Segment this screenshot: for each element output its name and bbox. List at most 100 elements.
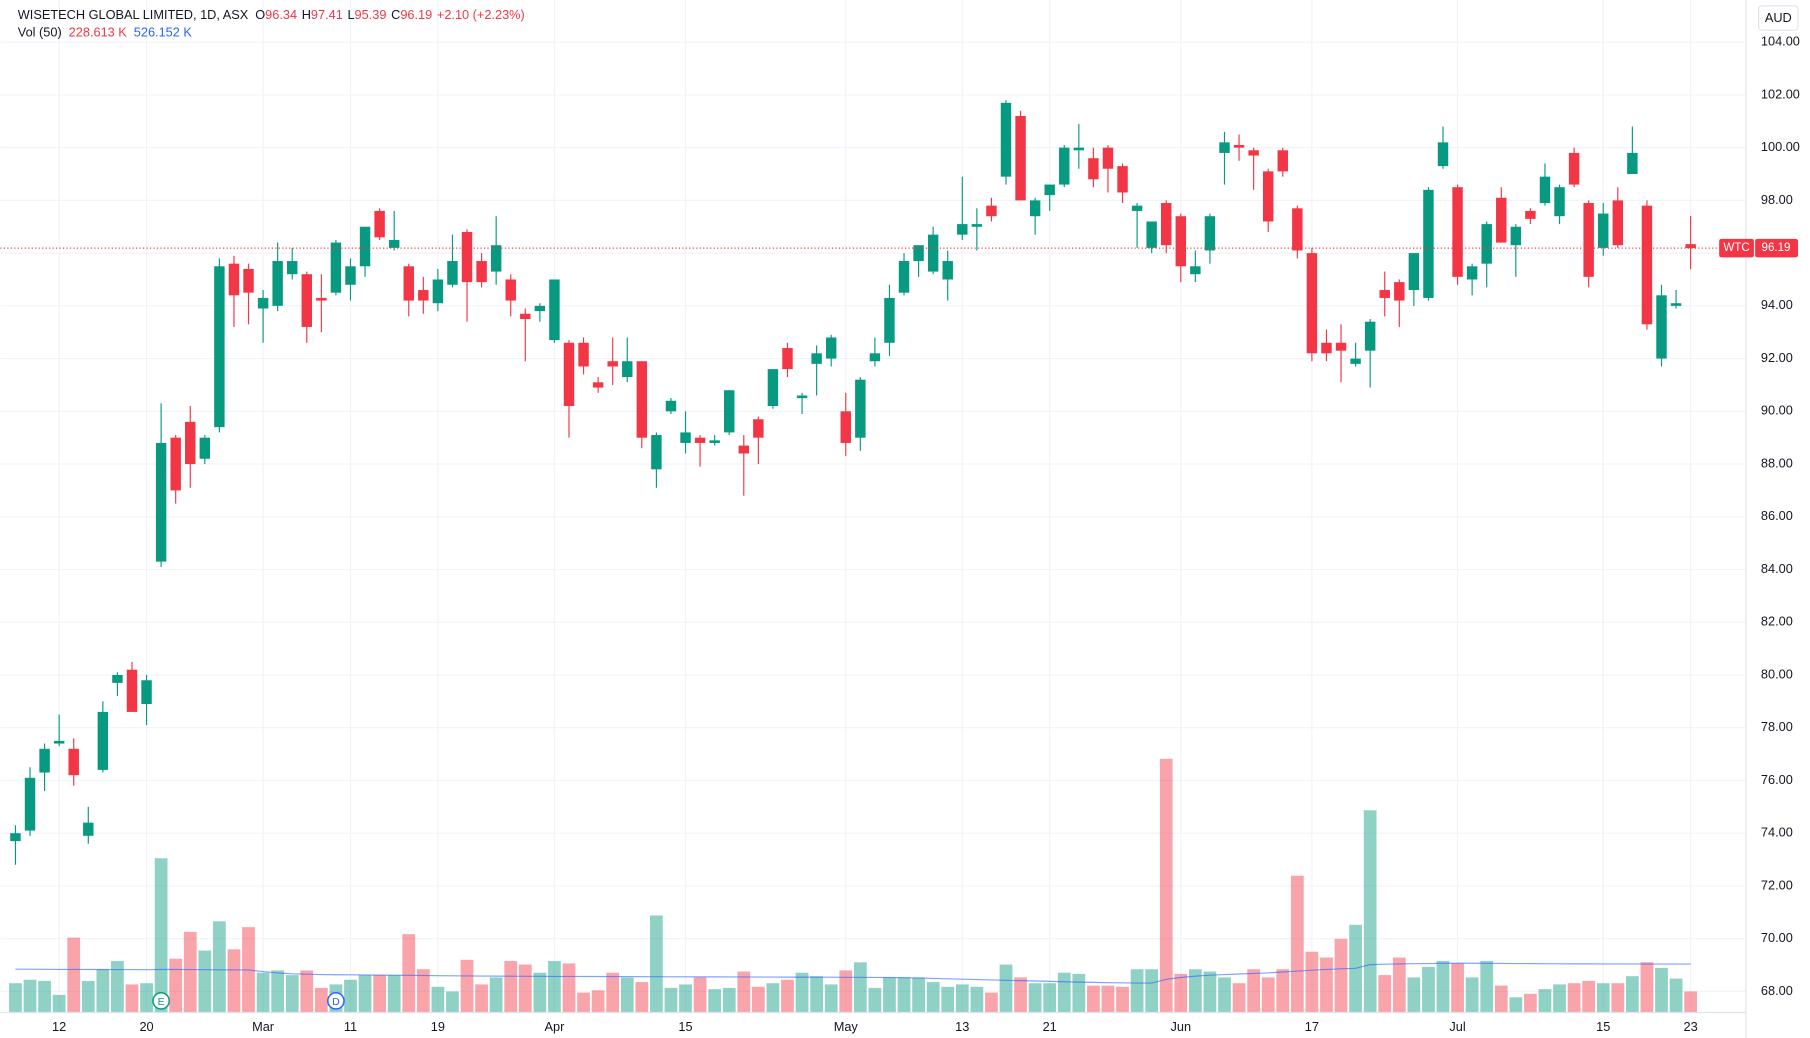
volume-bar	[533, 972, 547, 1013]
candle-body	[359, 226, 371, 267]
candle-body	[811, 353, 822, 364]
candle-body	[126, 669, 138, 712]
volume-bar	[1276, 969, 1290, 1013]
x-tick-label: Mar	[252, 1019, 275, 1034]
legend-value: 96.34	[265, 8, 297, 23]
candle-body	[1685, 244, 1696, 249]
candle-body	[971, 224, 983, 227]
x-tick-label: Jun	[1171, 1019, 1192, 1034]
volume-bar	[285, 975, 299, 1013]
volume-bar	[1582, 980, 1596, 1013]
volume-bar	[751, 986, 765, 1013]
candle-body	[913, 245, 924, 262]
volume-bar	[1174, 973, 1188, 1013]
volume-bar	[431, 986, 445, 1013]
candle-body	[1379, 290, 1390, 298]
currency: AUD	[1765, 10, 1792, 25]
x-tick-label: 23	[1684, 1019, 1698, 1034]
y-tick-label: 80.00	[1761, 666, 1793, 681]
candle-body	[694, 437, 706, 443]
candle-body	[1335, 342, 1347, 351]
candle-body	[1000, 102, 1012, 177]
symbol-tag-text: WTC	[1723, 242, 1749, 254]
candle-body	[1598, 213, 1609, 248]
y-tick-label: 104.00	[1761, 34, 1800, 49]
volume-bar	[839, 970, 853, 1013]
candle-body	[840, 411, 851, 443]
candle-body	[1321, 342, 1332, 354]
event-marker	[152, 992, 170, 1010]
volume-bar	[883, 977, 896, 1013]
candle-body	[680, 432, 691, 443]
volume-bar	[1232, 983, 1246, 1013]
candle-body	[330, 242, 342, 293]
candle-body	[1131, 205, 1143, 211]
volume-bar	[1465, 977, 1479, 1013]
volume-bar	[635, 982, 649, 1013]
volume-bar	[606, 972, 620, 1013]
candles	[10, 100, 1696, 865]
volume-bar	[140, 983, 153, 1013]
volume-bar	[1524, 993, 1537, 1013]
candle-body	[782, 348, 793, 370]
candle-body	[345, 266, 356, 285]
y-tick-label: 70.00	[1761, 930, 1793, 945]
candle-body	[1452, 187, 1463, 277]
volume-bar	[1203, 971, 1217, 1013]
volume-bar	[1072, 973, 1086, 1013]
volume-bar	[154, 858, 168, 1013]
candle-body	[1437, 142, 1449, 167]
volume-bar	[664, 987, 678, 1013]
volume-bar	[416, 969, 430, 1013]
currency-box[interactable]	[1758, 5, 1799, 31]
x-tick-label: 13	[955, 1019, 969, 1034]
candle-body	[316, 297, 327, 301]
price-tag-text: 96.19	[1762, 242, 1791, 254]
candle-body	[607, 361, 618, 367]
candle-body	[724, 390, 735, 433]
volume-bar	[1087, 985, 1100, 1013]
candle-body	[272, 261, 283, 306]
volume-bar	[1494, 985, 1508, 1013]
volume-bar	[926, 982, 940, 1013]
volume-bar	[38, 980, 51, 1013]
candle-body	[767, 369, 779, 407]
candle-body	[534, 305, 546, 312]
candle-body	[1044, 184, 1055, 196]
y-tick-label: 88.00	[1761, 455, 1793, 470]
candle-body	[155, 442, 167, 562]
candle-body	[986, 205, 997, 217]
volume-bar	[1247, 969, 1261, 1013]
candle-body	[1583, 203, 1594, 277]
y-tick-label: 72.00	[1761, 877, 1793, 892]
candle-body	[461, 232, 473, 283]
volume-bar	[1043, 983, 1057, 1013]
volume-bar	[1290, 875, 1304, 1013]
volume-bar	[985, 992, 998, 1013]
volume-bar	[1334, 938, 1348, 1013]
volume-bar	[256, 972, 270, 1013]
candle-body	[1219, 142, 1230, 153]
candle-body	[1656, 295, 1667, 359]
volume-bar	[1363, 810, 1377, 1013]
volume-bar	[475, 984, 488, 1013]
x-tick-label: Apr	[545, 1019, 566, 1034]
candle-body	[505, 279, 516, 301]
candle-body	[1539, 176, 1551, 204]
event-label: D	[332, 997, 340, 1008]
volume-bar	[1451, 963, 1464, 1013]
volume-bar	[1116, 986, 1129, 1013]
volume-bar	[1305, 951, 1319, 1013]
candle-body	[1146, 221, 1157, 248]
candle-body	[563, 342, 575, 407]
x-tick-label: 15	[678, 1019, 692, 1034]
volume-bar	[213, 921, 226, 1013]
candle-body	[825, 337, 837, 359]
volume-bar	[169, 958, 183, 1013]
volume-bar	[111, 961, 124, 1013]
volume-bar	[650, 915, 663, 1013]
candle-body	[1641, 205, 1653, 325]
